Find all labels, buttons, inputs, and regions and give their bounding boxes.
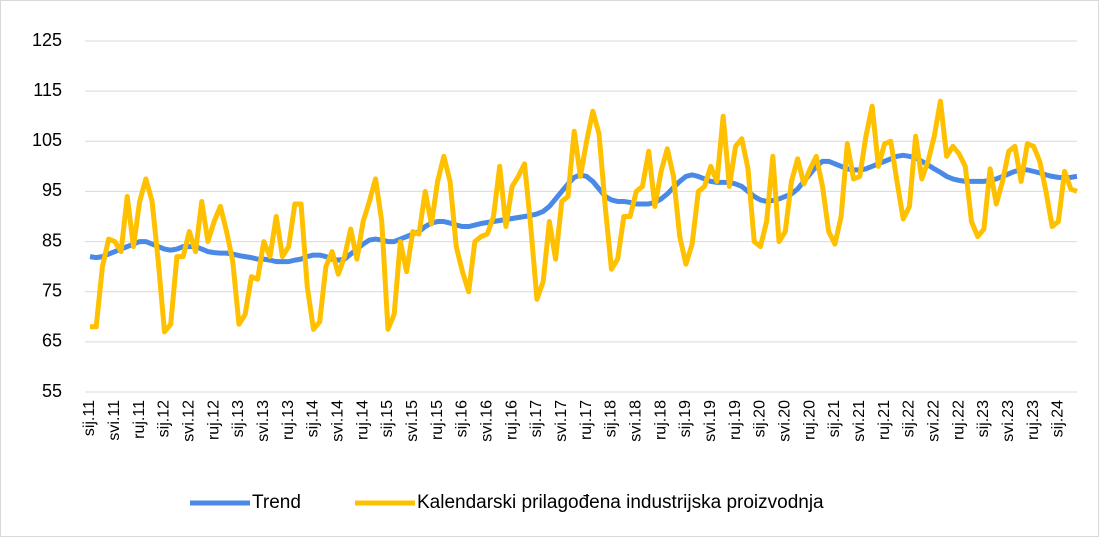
x-tick-label: ruj.18 xyxy=(652,400,669,440)
y-tick-label: 65 xyxy=(42,331,62,351)
x-tick-label: ruj.23 xyxy=(1025,400,1042,440)
x-tick-label: ruj.12 xyxy=(205,400,222,440)
x-tick-label: sij.14 xyxy=(305,400,322,437)
x-tick-label: svi.11 xyxy=(106,400,123,441)
x-tick-label: svi.21 xyxy=(851,400,868,442)
x-tick-label: sij.16 xyxy=(454,400,471,437)
x-tick-label: svi.14 xyxy=(330,400,347,442)
x-tick-label: sij.11 xyxy=(81,400,98,436)
y-tick-label: 105 xyxy=(32,130,62,150)
legend-label: Trend xyxy=(252,492,301,513)
x-tick-label: sij.22 xyxy=(901,400,918,437)
y-tick-label: 125 xyxy=(32,30,62,50)
x-tick-label: sij.13 xyxy=(230,400,247,437)
x-tick-label: svi.19 xyxy=(702,400,719,442)
x-tick-label: ruj.17 xyxy=(578,400,595,440)
x-tick-label: svi.18 xyxy=(627,400,644,442)
x-tick-label: sij.15 xyxy=(379,400,396,437)
x-tick-label: ruj.13 xyxy=(280,400,297,440)
x-tick-label: sij.17 xyxy=(528,400,545,437)
x-tick-label: ruj.20 xyxy=(801,400,818,440)
y-tick-label: 95 xyxy=(42,180,62,200)
y-tick-label: 85 xyxy=(42,230,62,250)
x-tick-label: ruj.16 xyxy=(503,400,520,440)
x-tick-label: ruj.22 xyxy=(950,400,967,440)
y-tick-label: 75 xyxy=(42,280,62,300)
x-tick-label: ruj.21 xyxy=(876,400,893,440)
series-line xyxy=(90,98,1078,335)
x-tick-label: svi.22 xyxy=(925,400,942,442)
x-tick-label: svi.23 xyxy=(1000,400,1017,442)
x-tick-label: ruj.15 xyxy=(429,400,446,440)
x-tick-label: svi.16 xyxy=(479,400,496,442)
x-tick-label: ruj.11 xyxy=(131,400,148,439)
x-tick-label: ruj.14 xyxy=(354,400,371,440)
x-tick-label: ruj.19 xyxy=(727,400,744,440)
x-tick-label: sij.21 xyxy=(826,400,843,437)
x-tick-label: sij.18 xyxy=(603,400,620,437)
x-tick-label: sij.23 xyxy=(975,400,992,437)
x-tick-label: sij.20 xyxy=(752,400,769,437)
x-tick-label: svi.17 xyxy=(553,400,570,442)
x-tick-label: svi.12 xyxy=(181,400,198,442)
x-tick-label: svi.15 xyxy=(404,400,421,442)
y-tick-label: 115 xyxy=(33,80,62,100)
x-tick-label: sij.19 xyxy=(677,400,694,437)
x-tick-label: sij.24 xyxy=(1050,400,1067,437)
x-tick-label: svi.20 xyxy=(776,400,793,442)
y-tick-label: 55 xyxy=(42,381,62,401)
x-tick-label: svi.13 xyxy=(255,400,272,442)
x-tick-label: sij.12 xyxy=(156,400,173,437)
legend-label: Kalendarski prilagođena industrijska pro… xyxy=(417,492,824,513)
